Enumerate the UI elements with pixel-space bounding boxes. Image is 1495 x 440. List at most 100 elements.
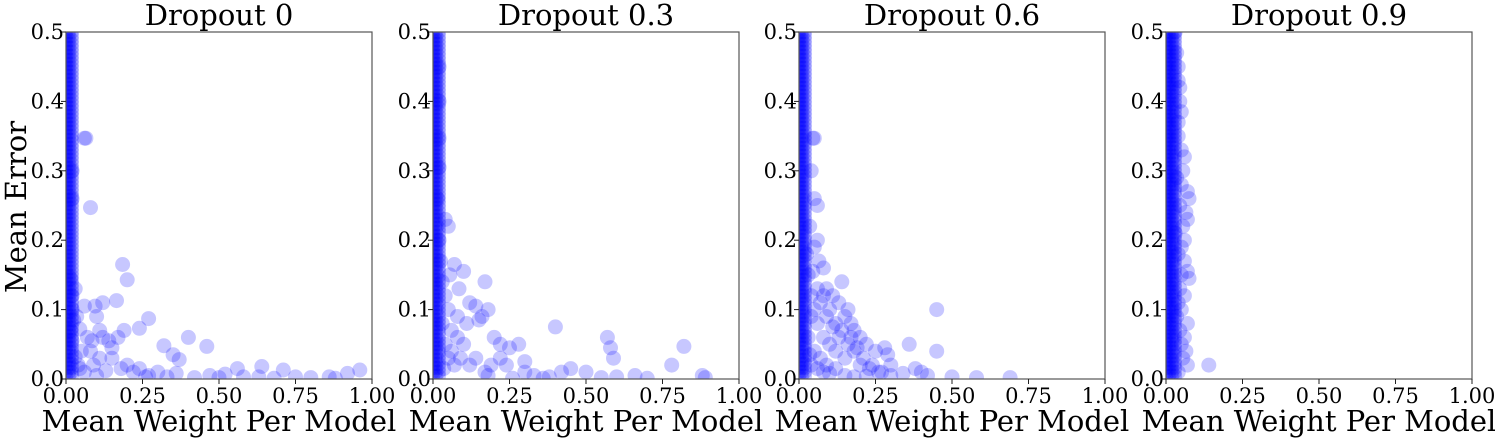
data-point bbox=[799, 105, 812, 119]
data-point bbox=[799, 289, 806, 303]
data-point bbox=[800, 267, 816, 283]
data-point bbox=[799, 189, 809, 203]
data-point bbox=[1166, 225, 1176, 239]
data-point bbox=[66, 163, 80, 179]
y-tick-label: 0.2 bbox=[31, 228, 64, 252]
data-point bbox=[433, 81, 440, 95]
data-point bbox=[799, 101, 809, 115]
data-point bbox=[799, 213, 806, 227]
data-point bbox=[1166, 161, 1173, 175]
data-point bbox=[433, 129, 443, 143]
data-point bbox=[433, 365, 446, 379]
data-point bbox=[799, 353, 809, 367]
data-point bbox=[433, 273, 446, 287]
data-point bbox=[433, 109, 446, 123]
data-point bbox=[433, 317, 440, 331]
data-point bbox=[66, 225, 76, 239]
data-point bbox=[1166, 113, 1176, 127]
data-point bbox=[1166, 141, 1179, 155]
data-point bbox=[437, 336, 453, 352]
data-point bbox=[433, 157, 443, 171]
data-point bbox=[66, 312, 82, 328]
data-point bbox=[433, 213, 440, 227]
data-point bbox=[1166, 277, 1179, 291]
data-point bbox=[799, 37, 809, 51]
data-point bbox=[799, 93, 812, 107]
data-point bbox=[1166, 93, 1173, 107]
data-point bbox=[433, 165, 446, 179]
data-point bbox=[433, 189, 440, 203]
data-point bbox=[1166, 249, 1179, 263]
data-point bbox=[799, 165, 809, 179]
data-point bbox=[433, 341, 446, 355]
data-point bbox=[799, 321, 806, 335]
data-point bbox=[799, 313, 812, 327]
data-point bbox=[66, 145, 76, 159]
data-point bbox=[1166, 65, 1173, 79]
data-point bbox=[799, 77, 806, 91]
data-point bbox=[66, 141, 76, 155]
data-point bbox=[799, 37, 806, 51]
data-point bbox=[433, 321, 443, 335]
data-point bbox=[321, 369, 337, 379]
data-point bbox=[799, 261, 809, 275]
data-point bbox=[799, 173, 806, 187]
data-point bbox=[799, 201, 809, 215]
data-point bbox=[1168, 189, 1182, 203]
y-tick-label: 0.2 bbox=[398, 228, 431, 252]
data-point bbox=[799, 201, 806, 215]
data-point bbox=[78, 130, 94, 146]
data-point bbox=[1166, 197, 1173, 211]
data-point bbox=[799, 257, 809, 271]
data-point bbox=[799, 133, 806, 147]
data-point bbox=[433, 89, 446, 103]
data-point bbox=[517, 354, 533, 370]
data-point bbox=[433, 249, 440, 263]
data-point bbox=[1173, 142, 1189, 158]
data-point bbox=[433, 49, 443, 63]
data-point bbox=[1166, 157, 1173, 171]
data-point bbox=[109, 293, 124, 309]
data-point bbox=[433, 237, 440, 251]
data-point bbox=[535, 370, 551, 379]
x-tick-label: 0.75 bbox=[639, 384, 686, 408]
data-point bbox=[66, 193, 73, 207]
data-point bbox=[799, 241, 806, 255]
data-point bbox=[66, 133, 73, 147]
data-point bbox=[66, 270, 79, 286]
data-point bbox=[1168, 177, 1182, 191]
data-point bbox=[66, 133, 79, 147]
data-point bbox=[66, 73, 79, 87]
data-point bbox=[799, 209, 806, 223]
data-point bbox=[1167, 225, 1183, 241]
data-point bbox=[446, 357, 462, 373]
data-point bbox=[1168, 213, 1182, 227]
data-point bbox=[66, 181, 76, 195]
data-point bbox=[433, 257, 440, 271]
data-point bbox=[66, 293, 73, 307]
data-point bbox=[66, 181, 73, 195]
data-point bbox=[66, 285, 73, 299]
data-point bbox=[799, 161, 806, 175]
chart-title: Dropout 0.6 bbox=[864, 0, 1040, 32]
data-point bbox=[1166, 57, 1179, 71]
data-point bbox=[1166, 269, 1179, 283]
data-point bbox=[799, 225, 812, 239]
x-tick-label: 1.00 bbox=[349, 384, 396, 408]
data-point bbox=[1166, 281, 1179, 295]
data-point bbox=[799, 69, 809, 83]
data-point bbox=[1166, 32, 1176, 43]
data-point bbox=[1166, 353, 1179, 367]
data-point bbox=[799, 93, 809, 107]
data-point bbox=[433, 301, 446, 315]
data-point bbox=[1166, 233, 1176, 247]
data-point bbox=[1166, 41, 1173, 55]
y-tick-label: 0.4 bbox=[398, 89, 431, 113]
data-point bbox=[115, 257, 131, 272]
data-point bbox=[809, 198, 825, 213]
data-point bbox=[66, 32, 76, 39]
data-point bbox=[66, 77, 79, 91]
data-point bbox=[66, 225, 79, 239]
data-point bbox=[66, 49, 73, 63]
data-point bbox=[799, 117, 812, 131]
